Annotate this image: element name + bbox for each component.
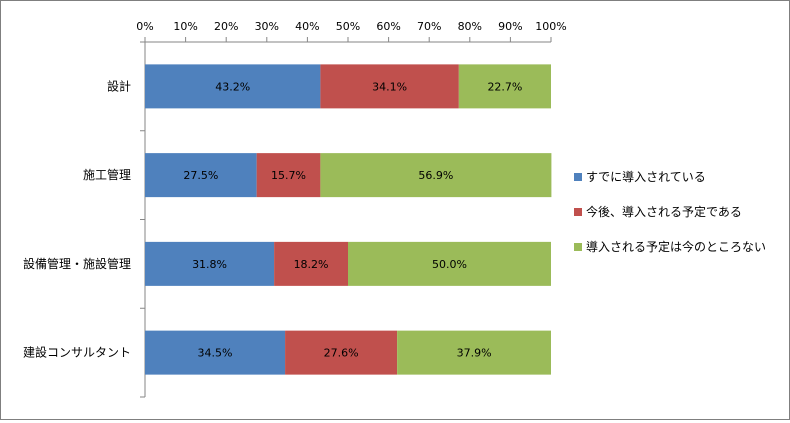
- data-label: 15.7%: [271, 169, 306, 182]
- data-label: 37.9%: [457, 347, 492, 360]
- legend-label: 導入される予定は今のところない: [586, 239, 766, 254]
- data-label: 43.2%: [215, 80, 250, 93]
- bar-segment: [145, 241, 275, 286]
- bar-segment: [320, 64, 459, 109]
- x-tick-label: 60%: [376, 20, 400, 33]
- x-tick-label: 50%: [336, 20, 360, 33]
- legend-label: 今後、導入される予定である: [586, 204, 742, 219]
- x-tick-label: 20%: [214, 20, 238, 33]
- bar-segment: [145, 330, 286, 375]
- x-tick-label: 0%: [136, 20, 153, 33]
- category-label: 施工管理: [83, 167, 131, 182]
- bar-segment: [320, 153, 552, 198]
- bar-segment: [397, 330, 551, 375]
- bar-segment: [256, 153, 321, 198]
- x-tick-label: 90%: [498, 20, 522, 33]
- x-tick-label: 10%: [173, 20, 197, 33]
- bar-segment: [285, 330, 398, 375]
- bars: 43.2% 34.1% 22.7% 27.5% 15.7% 56.9% 31.8% 18.2%…: [145, 64, 552, 375]
- x-tick-label: 30%: [255, 20, 279, 33]
- legend-swatch: [574, 243, 582, 251]
- x-tick-labels: 0% 10% 20% 30% 40% 50% 60% 70% 80% 90% 100%: [136, 20, 567, 42]
- data-label: 34.1%: [372, 80, 407, 93]
- category-label: 建設コンサルタント: [23, 345, 131, 360]
- data-label: 56.9%: [418, 169, 453, 182]
- data-label: 27.5%: [183, 169, 218, 182]
- category-label: 設備管理・施設管理: [23, 256, 131, 271]
- bar-segment: [348, 241, 551, 286]
- data-label: 22.7%: [487, 80, 522, 93]
- x-tick-label: 40%: [295, 20, 319, 33]
- x-tick-label: 80%: [458, 20, 482, 33]
- data-label: 50.0%: [432, 258, 467, 271]
- legend-swatch: [574, 208, 582, 216]
- x-tick-label: 100%: [535, 20, 566, 33]
- category-label: 設計: [107, 78, 131, 93]
- legend-label: すでに導入されている: [586, 170, 706, 184]
- bar-segment: [145, 64, 321, 109]
- bar-segment: [274, 241, 348, 286]
- bar-segment: [145, 153, 257, 198]
- x-tick-label: 70%: [417, 20, 441, 33]
- bar-segment: [458, 64, 551, 109]
- legend-swatch: [574, 173, 582, 181]
- data-label: 18.2%: [294, 258, 329, 271]
- data-label: 34.5%: [198, 347, 233, 360]
- data-label: 31.8%: [192, 258, 227, 271]
- data-label: 27.6%: [324, 347, 359, 360]
